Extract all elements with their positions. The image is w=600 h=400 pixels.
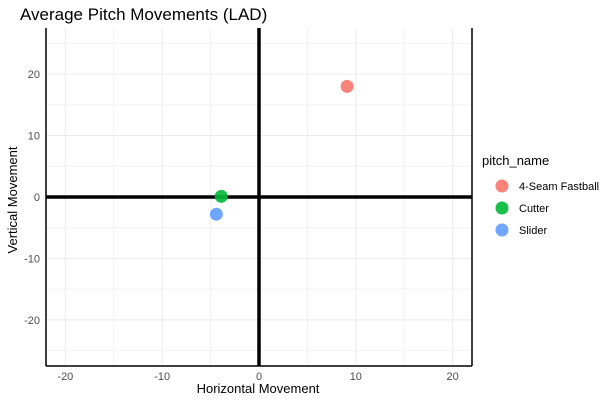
point-slider [209,207,223,221]
point-4-seam-fastball [340,79,354,93]
legend-label: Cutter [519,203,549,215]
legend-label: Slider [519,225,547,237]
x-tick-label: 20 [447,371,459,383]
y-tick-label: 0 [34,192,40,204]
x-tick-label: 0 [256,371,262,383]
y-tick-label: -20 [24,315,40,327]
x-tick-label: -10 [154,371,170,383]
x-tick-label: -20 [57,371,73,383]
x-axis-title: Horizontal Movement [197,381,320,396]
legend-key-4-seam-fastball [495,179,509,193]
reference-lines [45,28,473,367]
legend-key-cutter [495,201,509,215]
axis-ticks: -20 -10 0 10 20 -20 -10 0 10 20 [24,69,459,383]
legend-key-slider [495,223,509,237]
x-tick-label: 10 [350,371,362,383]
y-tick-label: 10 [28,131,40,143]
legend-title: pitch_name [482,153,549,168]
legend-label: 4-Seam Fastball [519,181,599,193]
y-tick-label: 20 [28,69,40,81]
point-cutter [214,189,228,203]
chart-title: Average Pitch Movements (LAD) [20,5,267,24]
y-tick-label: -10 [24,253,40,265]
y-axis-title: Vertical Movement [5,146,20,253]
legend: pitch_name 4-Seam Fastball Cutter Slider [482,153,599,237]
data-points [209,79,354,221]
